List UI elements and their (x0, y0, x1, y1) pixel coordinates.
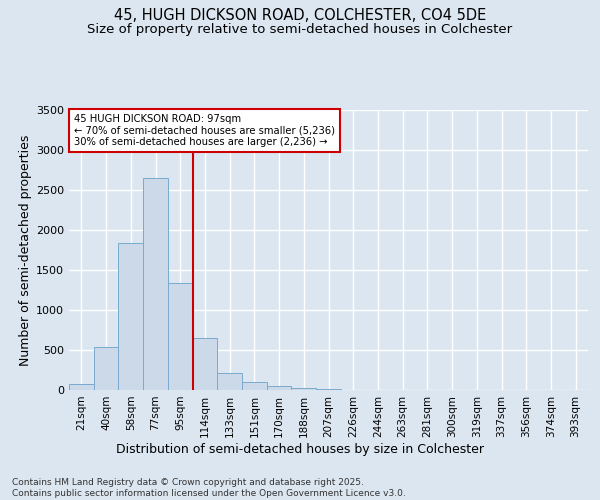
Bar (242, 382, 267, 390)
Bar (69, 384, 94, 390)
Bar (292, 388, 316, 390)
Text: 45 HUGH DICKSON ROAD: 97sqm
← 70% of semi-detached houses are smaller (5,236)
30: 45 HUGH DICKSON ROAD: 97sqm ← 70% of sem… (74, 114, 335, 148)
Bar (217, 373, 242, 390)
Text: 45, HUGH DICKSON ROAD, COLCHESTER, CO4 5DE: 45, HUGH DICKSON ROAD, COLCHESTER, CO4 5… (114, 8, 486, 22)
Text: Contains HM Land Registry data © Crown copyright and database right 2025.
Contai: Contains HM Land Registry data © Crown c… (12, 478, 406, 498)
Bar (267, 386, 292, 390)
Y-axis label: Number of semi-detached properties: Number of semi-detached properties (19, 134, 32, 366)
Bar (168, 283, 193, 390)
Bar (94, 347, 118, 390)
Bar (143, 178, 168, 390)
Text: Size of property relative to semi-detached houses in Colchester: Size of property relative to semi-detach… (88, 22, 512, 36)
Bar (118, 243, 143, 390)
Text: Distribution of semi-detached houses by size in Colchester: Distribution of semi-detached houses by … (116, 442, 484, 456)
Bar (193, 338, 217, 390)
Bar (316, 389, 341, 390)
